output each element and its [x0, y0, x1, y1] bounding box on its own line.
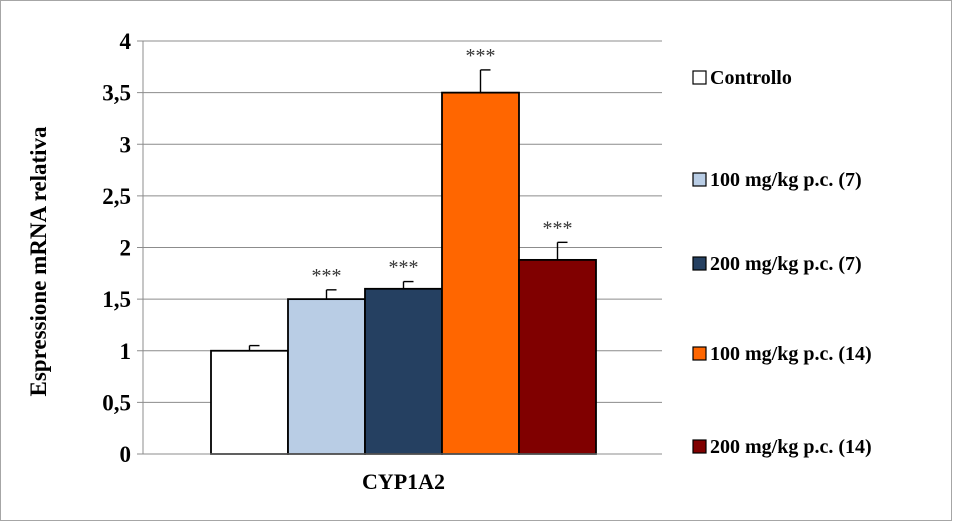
y-tick-label: 0,5	[102, 390, 131, 415]
legend-item: Controllo	[692, 67, 792, 89]
legend-item: 100 mg/kg p.c. (14)	[692, 343, 872, 365]
y-tick-label: 1,5	[102, 287, 131, 312]
bar	[210, 349, 289, 455]
legend-swatch	[692, 172, 707, 187]
y-tick-label: 0	[120, 442, 132, 467]
x-tick-label: CYP1A2	[362, 469, 445, 494]
legend-swatch	[692, 439, 707, 454]
bar	[441, 91, 520, 455]
significance-label: ***	[543, 217, 573, 239]
legend-swatch	[692, 256, 707, 271]
axes: 0 0,5 1 1,5 2 2,5 3 3,5 4	[102, 29, 662, 467]
y-tick-label: 2,5	[102, 184, 131, 209]
y-tick-label: 3	[120, 132, 132, 157]
legend-label: 200 mg/kg p.c. (7)	[710, 253, 862, 275]
legend-item: 200 mg/kg p.c. (14)	[692, 436, 872, 458]
significance-label: ***	[389, 257, 419, 279]
significance-label: ***	[312, 265, 342, 287]
y-tick-label: 2	[120, 236, 132, 261]
significance-label: ***	[466, 45, 496, 67]
bar	[518, 258, 597, 455]
bar	[287, 298, 366, 455]
legend-label: 200 mg/kg p.c. (14)	[710, 436, 872, 458]
legend-item: 100 mg/kg p.c. (7)	[692, 169, 862, 191]
bar	[364, 287, 443, 455]
legend-swatch	[692, 70, 707, 85]
legend-swatch	[692, 346, 707, 361]
y-tick-label: 3,5	[102, 81, 131, 106]
legend-label: Controllo	[710, 67, 792, 89]
legend: Controllo 100 mg/kg p.c. (7) 200 mg/kg p.c…	[692, 67, 872, 458]
y-axis-label: Espressione mRNA relativa	[26, 126, 51, 397]
legend-label: 100 mg/kg p.c. (7)	[710, 169, 862, 191]
y-tick-label: 1	[120, 339, 132, 364]
y-tick-label: 4	[120, 29, 132, 54]
legend-label: 100 mg/kg p.c. (14)	[710, 343, 872, 365]
legend-item: 200 mg/kg p.c. (7)	[692, 253, 862, 275]
labels: *** *** *** *** CYP1A2 Espressione mRNA relat…	[26, 45, 573, 494]
